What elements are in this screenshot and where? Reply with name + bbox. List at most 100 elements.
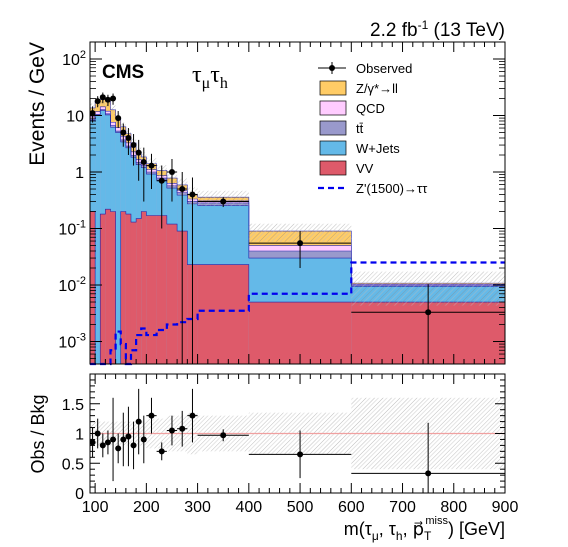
uncertainty-bin: [110, 105, 116, 116]
legend-label-ztt: Z/γ*→ll: [356, 81, 398, 96]
legend-label-vv: VV: [356, 161, 374, 176]
legend-swatch-qcd: [319, 100, 347, 116]
stack-bar-vv: [197, 264, 249, 364]
stack-bar-wjets: [95, 115, 101, 364]
stack-bar-vv: [156, 215, 167, 364]
ratio-y-tick-label: 0: [75, 486, 84, 503]
lumi-label: 2.2 fb-1 (13 TeV): [370, 18, 505, 41]
main-y-axis: 10-3 10-2 10-1 1 10 102: [58, 41, 505, 365]
observed-point: [94, 98, 101, 105]
observed-point: [140, 159, 147, 166]
stack-bar-vv: [120, 211, 126, 364]
y-tick-label: 10-2: [58, 275, 86, 295]
observed-point: [220, 198, 227, 205]
ratio-point: [189, 412, 196, 419]
ratio-point: [140, 436, 147, 443]
stack-bar-vv: [100, 214, 106, 364]
observed-point: [297, 240, 304, 247]
x-tick-label: 500: [287, 499, 314, 516]
observed-point: [179, 186, 186, 193]
stack-bar-vv: [166, 224, 178, 364]
observed-point: [125, 134, 132, 141]
ratio-y-tick-label: 0.5: [62, 456, 84, 473]
main-frame: [89, 41, 506, 365]
main-x-ticks: [94, 42, 506, 364]
stack-bar-vv: [105, 209, 111, 364]
ratio-point: [99, 442, 106, 449]
legend-label-qcd: QCD: [356, 101, 385, 116]
ratio-y-tick-label: 1.5: [62, 397, 84, 414]
ratio-point: [89, 439, 96, 446]
observed-point: [110, 95, 117, 102]
x-tick-label: 800: [440, 499, 467, 516]
ratio-point: [158, 448, 165, 455]
ratio-point: [297, 451, 304, 458]
legend-swatch-wjets: [319, 140, 347, 156]
ratio-point: [168, 427, 175, 434]
observed-point: [168, 169, 175, 176]
ratio-y-axis-label: Obs / Bkg: [28, 394, 48, 473]
observed-point: [89, 110, 96, 117]
legend-observed-marker: [329, 65, 335, 71]
stack-bar-vv: [248, 302, 352, 364]
legend-swatch-ztt: [319, 80, 347, 96]
legend-label-ttbar: tt̄: [356, 121, 364, 136]
observed-point: [130, 142, 137, 149]
x-tick-label: 300: [184, 499, 211, 516]
stack-bar-vv: [136, 218, 142, 364]
observed-point: [425, 309, 432, 316]
x-tick-label: 100: [82, 499, 109, 516]
observed-point: [189, 191, 196, 198]
ratio-point: [120, 436, 127, 443]
observed-point: [104, 96, 111, 103]
ratio-y-axis: 0 0.5 1 1.5: [62, 379, 505, 503]
stack-bar-wjets: [115, 132, 121, 364]
ratio-plot-panel: 0 0.5 1 1.5 100 200 300 400 500 600 700 800 900 Obs…: [28, 373, 519, 516]
x-tick-label: 600: [338, 499, 365, 516]
legend-swatch-vv: [319, 160, 347, 176]
x-tick-label: 700: [389, 499, 416, 516]
main-plot-panel: 10-3 10-2 10-1 1 10 102 CMS τμτh Observed Z/γ*…: [26, 41, 506, 366]
observed-point: [120, 129, 127, 136]
ratio-point: [425, 470, 432, 477]
signal-curve: [90, 261, 505, 366]
ratio-point: [220, 432, 227, 439]
legend-swatch-ttbar: [319, 120, 347, 136]
y-tick-label: 10-3: [58, 332, 86, 352]
stack-bar-vv: [130, 222, 137, 364]
stack-bar-vv: [110, 211, 116, 364]
x-tick-label: 900: [492, 499, 519, 516]
legend-observed-label: Observed: [356, 61, 412, 76]
ratio-x-axis: 100 200 300 400 500 600 700 800 900: [82, 374, 519, 516]
ratio-point: [130, 442, 137, 449]
ratio-point: [125, 433, 132, 440]
channel-label: τμτh: [192, 62, 228, 92]
ratio-points: [89, 388, 505, 493]
ratio-point: [110, 436, 117, 443]
ratio-point: [115, 445, 122, 452]
observed-point: [158, 177, 165, 184]
x-axis-label: m(τμ, τh, p⃗Tmiss) [GeV]: [344, 515, 505, 543]
legend-signal-label: Z'(1500)→ττ: [356, 181, 428, 196]
experiment-label: CMS: [102, 62, 144, 83]
legend-label-wjets: W+Jets: [356, 141, 400, 156]
stack-edge-vv: [90, 208, 505, 365]
ratio-point: [104, 439, 111, 446]
ratio-point: [179, 425, 186, 432]
x-tick-label: 200: [133, 499, 160, 516]
y-tick-label: 10: [66, 109, 84, 126]
x-tick-label: 400: [235, 499, 262, 516]
legend: Observed Z/γ*→ll QCD tt̄ W+Jets VV Z'(1500)→ττ: [318, 61, 428, 196]
observed-point: [148, 162, 155, 169]
observed-points: [89, 92, 505, 364]
stack-bar-vv: [141, 211, 147, 364]
stack-bar-vv: [146, 215, 157, 364]
signal-line: [90, 261, 505, 366]
main-y-axis-label: Events / GeV: [26, 42, 49, 166]
y-tick-label: 1: [75, 165, 84, 182]
ratio-point: [148, 412, 155, 419]
observed-point: [135, 149, 142, 156]
stack-bar-vv: [125, 214, 131, 364]
observed-point: [115, 115, 122, 122]
